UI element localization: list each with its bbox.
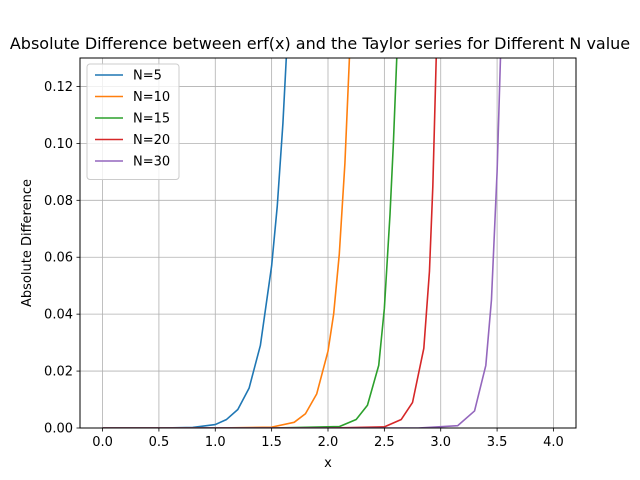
y-tick-label: 0.10 xyxy=(44,137,73,152)
legend-label: N=15 xyxy=(133,112,170,127)
y-axis-label: Absolute Difference xyxy=(20,179,35,307)
legend: N=5 N=10 N=15 N=20 N=30 xyxy=(86,63,180,180)
legend-label: N=20 xyxy=(133,133,170,148)
legend-label: N=10 xyxy=(133,90,170,105)
y-tick-label: 0.00 xyxy=(44,422,73,437)
x-axis: 0.0 0.5 1.0 1.5 2.0 2.5 3.0 3.5 4.0 xyxy=(92,428,564,450)
x-tick-label: 3.0 xyxy=(430,435,451,450)
y-tick-label: 0.02 xyxy=(44,365,73,380)
x-tick-label: 3.5 xyxy=(487,435,508,450)
y-tick-label: 0.06 xyxy=(44,251,73,266)
x-tick-label: 0.5 xyxy=(149,435,170,450)
legend-box xyxy=(86,63,180,180)
legend-label: N=5 xyxy=(133,69,162,84)
y-tick-label: 0.04 xyxy=(44,308,73,323)
chart-title: Absolute Difference between erf(x) and t… xyxy=(10,34,630,53)
legend-label: N=30 xyxy=(133,155,170,170)
x-tick-label: 4.0 xyxy=(543,435,564,450)
x-tick-label: 2.5 xyxy=(374,435,395,450)
x-tick-label: 1.5 xyxy=(261,435,282,450)
y-tick-label: 0.12 xyxy=(44,80,73,95)
y-tick-label: 0.08 xyxy=(44,194,73,209)
x-tick-label: 2.0 xyxy=(318,435,339,450)
x-tick-label: 0.0 xyxy=(92,435,113,450)
y-axis: 0.00 0.02 0.04 0.06 0.08 0.10 0.12 xyxy=(44,80,80,437)
x-tick-label: 1.0 xyxy=(205,435,226,450)
x-axis-label: x xyxy=(324,456,332,471)
